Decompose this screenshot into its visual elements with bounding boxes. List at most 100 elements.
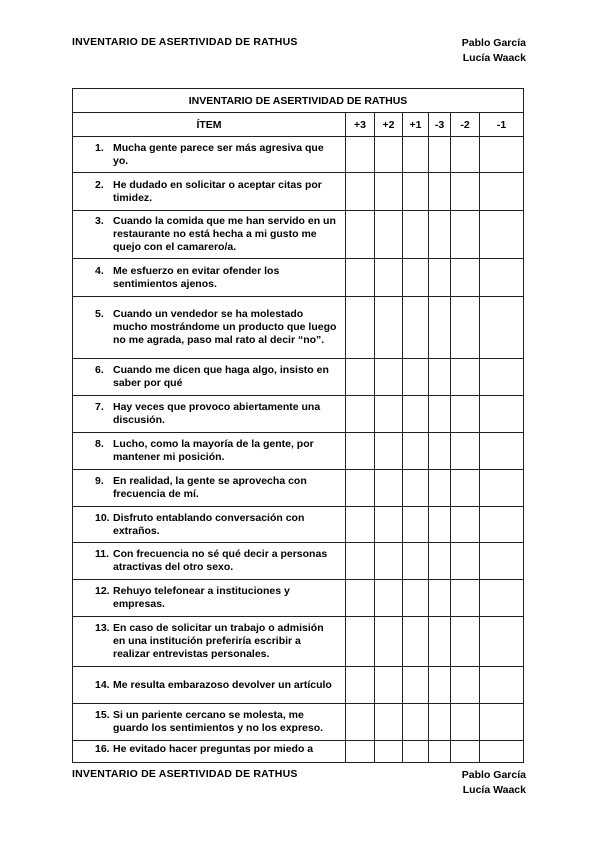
column-header-item: ÍTEM xyxy=(72,112,346,137)
score-cell--3[interactable] xyxy=(428,210,451,259)
score-cell--1[interactable] xyxy=(478,258,525,297)
score-cell-+1[interactable] xyxy=(402,469,429,507)
score-cell--3[interactable] xyxy=(428,740,451,763)
score-cell-+2[interactable] xyxy=(374,703,403,741)
score-cell--1[interactable] xyxy=(478,740,525,763)
score-cell--1[interactable] xyxy=(478,666,525,704)
score-cell-+2[interactable] xyxy=(374,469,403,507)
score-cell--3[interactable] xyxy=(428,432,451,470)
score-cell--3[interactable] xyxy=(428,172,451,211)
score-cell--3[interactable] xyxy=(428,395,451,433)
score-cell-+3[interactable] xyxy=(345,506,375,543)
score-cell-+2[interactable] xyxy=(374,210,403,259)
score-cell-+1[interactable] xyxy=(402,506,429,543)
score-cell--2[interactable] xyxy=(450,296,480,359)
score-cell-+1[interactable] xyxy=(402,210,429,259)
score-cell-+2[interactable] xyxy=(374,740,403,763)
score-cell--3[interactable] xyxy=(428,703,451,741)
score-cell-+2[interactable] xyxy=(374,258,403,297)
score-cell--3[interactable] xyxy=(428,666,451,704)
score-cell-+1[interactable] xyxy=(402,136,429,173)
score-cell--1[interactable] xyxy=(478,172,525,211)
score-cell--1[interactable] xyxy=(478,358,525,396)
score-cell--1[interactable] xyxy=(478,703,525,741)
score-cell--1[interactable] xyxy=(478,210,525,259)
score-cell-+3[interactable] xyxy=(345,469,375,507)
score-cell-+3[interactable] xyxy=(345,210,375,259)
score-cell-+2[interactable] xyxy=(374,506,403,543)
score-cell--3[interactable] xyxy=(428,579,451,617)
score-cell--2[interactable] xyxy=(450,506,480,543)
score-cell--3[interactable] xyxy=(428,136,451,173)
score-cell--1[interactable] xyxy=(478,616,525,667)
score-cell-+3[interactable] xyxy=(345,542,375,580)
score-cell-+2[interactable] xyxy=(374,358,403,396)
score-cell--2[interactable] xyxy=(450,136,480,173)
score-cell-+3[interactable] xyxy=(345,136,375,173)
score-cell-+3[interactable] xyxy=(345,258,375,297)
column-header-score: -2 xyxy=(450,112,480,137)
score-cell--1[interactable] xyxy=(478,296,525,359)
score-cell--1[interactable] xyxy=(478,542,525,580)
score-cell-+3[interactable] xyxy=(345,296,375,359)
score-cell-+3[interactable] xyxy=(345,579,375,617)
score-cell--2[interactable] xyxy=(450,666,480,704)
score-cell--1[interactable] xyxy=(478,136,525,173)
score-cell--1[interactable] xyxy=(478,432,525,470)
score-cell--2[interactable] xyxy=(450,579,480,617)
score-cell-+3[interactable] xyxy=(345,740,375,763)
score-cell-+2[interactable] xyxy=(374,432,403,470)
score-cell-+3[interactable] xyxy=(345,358,375,396)
score-cell--1[interactable] xyxy=(478,579,525,617)
score-cell--1[interactable] xyxy=(478,469,525,507)
score-cell-+1[interactable] xyxy=(402,616,429,667)
column-header-score: +1 xyxy=(402,112,429,137)
score-cell-+2[interactable] xyxy=(374,395,403,433)
score-cell--3[interactable] xyxy=(428,358,451,396)
score-cell--2[interactable] xyxy=(450,616,480,667)
score-cell-+2[interactable] xyxy=(374,136,403,173)
score-cell-+3[interactable] xyxy=(345,432,375,470)
score-cell--2[interactable] xyxy=(450,542,480,580)
score-cell--2[interactable] xyxy=(450,358,480,396)
score-cell--3[interactable] xyxy=(428,506,451,543)
score-cell--3[interactable] xyxy=(428,296,451,359)
score-cell--2[interactable] xyxy=(450,258,480,297)
score-cell--2[interactable] xyxy=(450,432,480,470)
score-cell--3[interactable] xyxy=(428,542,451,580)
score-cell--1[interactable] xyxy=(478,506,525,543)
score-cell-+3[interactable] xyxy=(345,172,375,211)
score-cell-+2[interactable] xyxy=(374,296,403,359)
score-cell-+2[interactable] xyxy=(374,542,403,580)
score-cell-+1[interactable] xyxy=(402,542,429,580)
score-cell-+1[interactable] xyxy=(402,740,429,763)
score-cell-+3[interactable] xyxy=(345,616,375,667)
score-cell-+1[interactable] xyxy=(402,296,429,359)
score-cell-+1[interactable] xyxy=(402,703,429,741)
score-cell--3[interactable] xyxy=(428,469,451,507)
score-cell--2[interactable] xyxy=(450,210,480,259)
score-cell-+1[interactable] xyxy=(402,258,429,297)
score-cell--2[interactable] xyxy=(450,469,480,507)
score-cell-+2[interactable] xyxy=(374,579,403,617)
score-cell--2[interactable] xyxy=(450,395,480,433)
table-row: 13. En caso de solicitar un trabajo o adm… xyxy=(72,616,525,667)
score-cell--3[interactable] xyxy=(428,616,451,667)
score-cell--2[interactable] xyxy=(450,740,480,763)
score-cell-+3[interactable] xyxy=(345,703,375,741)
score-cell-+3[interactable] xyxy=(345,666,375,704)
score-cell--3[interactable] xyxy=(428,258,451,297)
score-cell--1[interactable] xyxy=(478,395,525,433)
score-cell-+2[interactable] xyxy=(374,172,403,211)
score-cell-+2[interactable] xyxy=(374,666,403,704)
score-cell-+1[interactable] xyxy=(402,579,429,617)
score-cell-+1[interactable] xyxy=(402,172,429,211)
score-cell-+1[interactable] xyxy=(402,358,429,396)
score-cell-+1[interactable] xyxy=(402,432,429,470)
score-cell-+1[interactable] xyxy=(402,666,429,704)
score-cell--2[interactable] xyxy=(450,172,480,211)
score-cell--2[interactable] xyxy=(450,703,480,741)
score-cell-+2[interactable] xyxy=(374,616,403,667)
score-cell-+1[interactable] xyxy=(402,395,429,433)
score-cell-+3[interactable] xyxy=(345,395,375,433)
